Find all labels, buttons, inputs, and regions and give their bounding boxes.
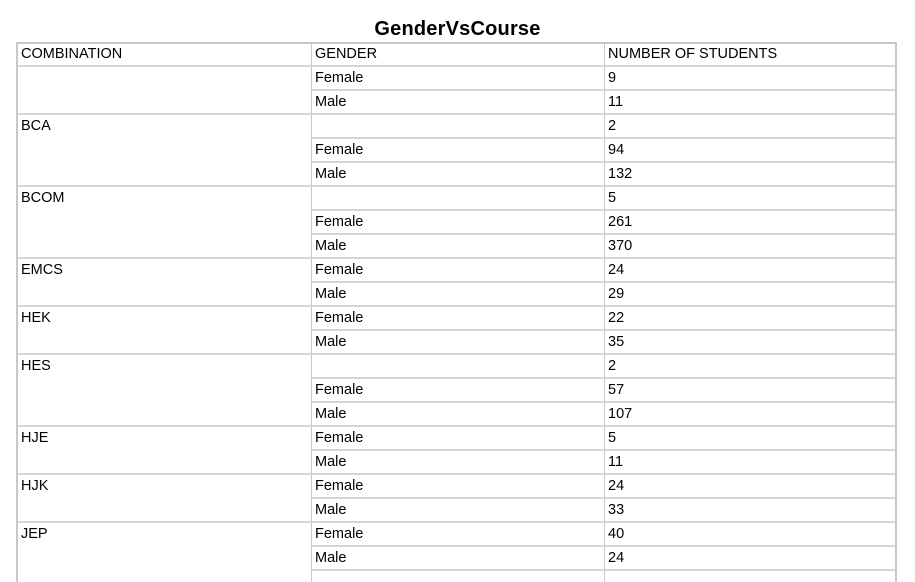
- student-count-cell: 22: [605, 307, 895, 331]
- table-row: Male 33: [18, 499, 895, 523]
- gender-cell: Male: [312, 235, 605, 259]
- student-count-cell: 24: [605, 259, 895, 283]
- student-count-cell: 24: [605, 547, 895, 571]
- gender-cell: [312, 187, 605, 211]
- table-row: Female 261: [18, 211, 895, 235]
- table-row: HEK Female 22: [18, 307, 895, 355]
- table-row: Male 11: [18, 91, 895, 115]
- gender-cell: [312, 115, 605, 139]
- table-row: Male 107: [18, 403, 895, 427]
- gender-cell: Male: [312, 403, 605, 427]
- student-count-cell: [605, 571, 895, 582]
- gender-cell: Female: [312, 475, 605, 499]
- gender-cell: [312, 571, 605, 582]
- gender-cell: Female: [312, 211, 605, 235]
- combination-cell: HES: [18, 355, 312, 427]
- gender-cell: Male: [312, 331, 605, 355]
- table-row: HJK Female 24: [18, 475, 895, 523]
- student-count-cell: 370: [605, 235, 895, 259]
- student-count-cell: 33: [605, 499, 895, 523]
- table-row: EMCS Female 24: [18, 259, 895, 307]
- student-count-cell: 2: [605, 115, 895, 139]
- table-body: COMBINATION GENDER NUMBER OF STUDENTS Fe…: [18, 44, 895, 582]
- column-header-combination: COMBINATION: [18, 44, 312, 67]
- table-row: Male 370: [18, 235, 895, 259]
- gender-cell: Male: [312, 451, 605, 475]
- student-count-cell: 57: [605, 379, 895, 403]
- table-row: BCOM 5: [18, 187, 895, 259]
- report-title: GenderVsCourse: [374, 18, 541, 40]
- table-row: Male 11: [18, 451, 895, 475]
- student-count-cell: 11: [605, 91, 895, 115]
- table-header-row: COMBINATION GENDER NUMBER OF STUDENTS: [18, 44, 895, 67]
- table-row: Female 57: [18, 379, 895, 403]
- table-row: Male 132: [18, 163, 895, 187]
- table-row: HES 2: [18, 355, 895, 427]
- student-count-cell: 40: [605, 523, 895, 547]
- student-count-cell: 5: [605, 427, 895, 451]
- student-count-cell: 35: [605, 331, 895, 355]
- combination-cell: [18, 67, 312, 115]
- table-row: BCA 2: [18, 115, 895, 187]
- column-header-gender: GENDER: [312, 44, 605, 67]
- student-count-cell: 11: [605, 451, 895, 475]
- table-row: Female 94: [18, 139, 895, 163]
- gender-cell: Male: [312, 91, 605, 115]
- student-count-cell: 261: [605, 211, 895, 235]
- gender-cell: Female: [312, 379, 605, 403]
- gender-cell: Female: [312, 427, 605, 451]
- gender-cell: Female: [312, 307, 605, 331]
- gender-cell: Female: [312, 67, 605, 91]
- combination-cell: BCA: [18, 115, 312, 187]
- student-count-cell: 94: [605, 139, 895, 163]
- column-header-students: NUMBER OF STUDENTS: [605, 44, 895, 67]
- gender-cell: Female: [312, 139, 605, 163]
- combination-cell: BCOM: [18, 187, 312, 259]
- student-count-cell: 24: [605, 475, 895, 499]
- gender-cell: [312, 355, 605, 379]
- gender-course-table: COMBINATION GENDER NUMBER OF STUDENTS Fe…: [18, 44, 895, 582]
- gender-cell: Male: [312, 499, 605, 523]
- student-count-cell: 29: [605, 283, 895, 307]
- gender-cell: Male: [312, 283, 605, 307]
- combination-cell: JEP: [18, 523, 312, 582]
- table-row: HJE Female 5: [18, 427, 895, 475]
- table-row: Male 35: [18, 331, 895, 355]
- gender-cell: Female: [312, 259, 605, 283]
- table-row: Female 9: [18, 67, 895, 115]
- student-count-cell: 5: [605, 187, 895, 211]
- table-row: Male 29: [18, 283, 895, 307]
- student-count-cell: 2: [605, 355, 895, 379]
- table-row: JEP Female 40: [18, 523, 895, 582]
- gender-cell: Female: [312, 523, 605, 547]
- report-table-frame: COMBINATION GENDER NUMBER OF STUDENTS Fe…: [16, 42, 897, 582]
- combination-cell: HJE: [18, 427, 312, 475]
- combination-cell: HEK: [18, 307, 312, 355]
- student-count-cell: 132: [605, 163, 895, 187]
- student-count-cell: 107: [605, 403, 895, 427]
- student-count-cell: 9: [605, 67, 895, 91]
- gender-cell: Male: [312, 547, 605, 571]
- combination-cell: EMCS: [18, 259, 312, 307]
- gender-cell: Male: [312, 163, 605, 187]
- combination-cell: HJK: [18, 475, 312, 523]
